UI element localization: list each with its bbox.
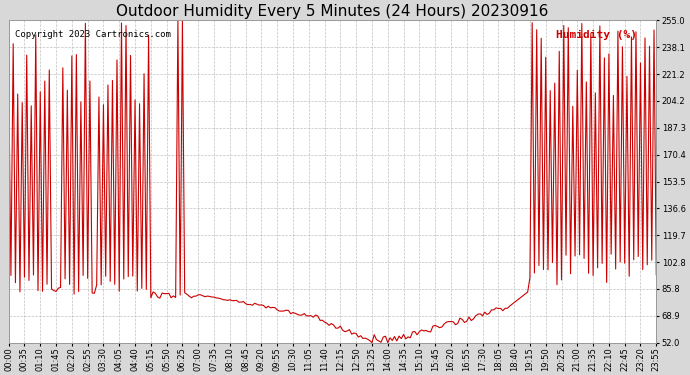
Title: Outdoor Humidity Every 5 Minutes (24 Hours) 20230916: Outdoor Humidity Every 5 Minutes (24 Hou…: [117, 4, 549, 19]
Text: Humidity (%): Humidity (%): [556, 30, 637, 40]
Text: Copyright 2023 Cartronics.com: Copyright 2023 Cartronics.com: [15, 30, 171, 39]
